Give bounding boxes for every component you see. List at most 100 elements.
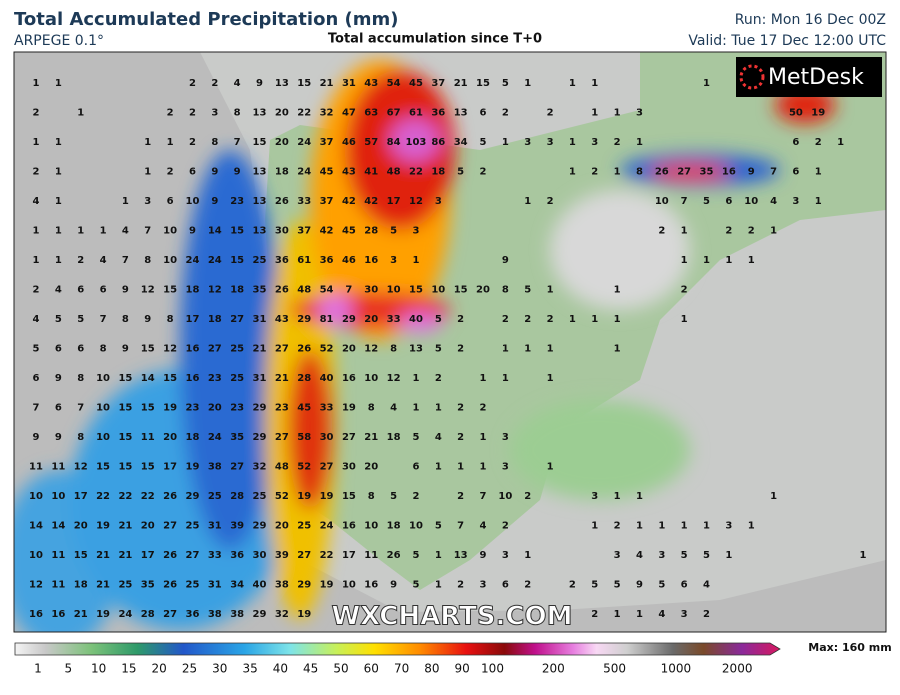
grid-value: 39 [275,550,289,561]
grid-value: 1 [748,521,755,532]
colorbar-label: 15 [121,662,136,676]
grid-value: 18 [230,285,244,296]
grid-value: 7 [234,137,241,148]
grid-value: 43 [275,314,289,325]
grid-value: 11 [29,462,43,473]
grid-value: 1 [681,521,688,532]
grid-value: 15 [409,285,423,296]
grid-value: 16 [51,609,65,620]
grid-value: 29 [185,491,199,502]
grid-value: 25 [297,521,311,532]
grid-value: 10 [29,550,43,561]
grid-value: 61 [409,108,423,119]
grid-value: 22 [320,550,334,561]
grid-value: 16 [722,167,736,178]
grid-value: 37 [431,78,445,89]
grid-value: 2 [748,226,755,237]
grid-value: 4 [636,550,643,561]
grid-value: 6 [100,285,107,296]
grid-value: 2 [435,373,442,384]
grid-value: 17 [387,196,401,207]
grid-value: 40 [320,373,334,384]
grid-value: 14 [141,373,155,384]
grid-value: 18 [185,432,199,443]
grid-value: 2 [189,137,196,148]
grid-value: 15 [253,137,267,148]
colorbar-label: 80 [424,662,439,676]
grid-value: 21 [454,78,468,89]
grid-value: 27 [230,314,244,325]
grid-value: 19 [163,403,177,414]
grid-value: 8 [144,255,151,266]
grid-value: 5 [457,167,464,178]
grid-value: 1 [815,167,822,178]
grid-value: 19 [96,609,110,620]
grid-value: 8 [502,285,509,296]
grid-value: 8 [211,137,218,148]
grid-value: 2 [480,167,487,178]
grid-value: 4 [55,285,62,296]
grid-value: 45 [342,226,356,237]
grid-value: 27 [342,432,356,443]
grid-value: 1 [144,167,151,178]
colorbar-label: 200 [542,662,565,676]
grid-value: 5 [77,314,84,325]
grid-value: 5 [703,196,710,207]
grid-value: 24 [118,609,132,620]
grid-value: 9 [636,580,643,591]
grid-value: 1 [658,521,665,532]
grid-value: 7 [770,167,777,178]
grid-value: 21 [96,580,110,591]
grid-value: 3 [211,108,218,119]
grid-value: 84 [387,137,401,148]
grid-value: 52 [320,344,334,355]
grid-value: 1 [770,226,777,237]
grid-value: 26 [163,550,177,561]
grid-value: 1 [55,226,62,237]
grid-value: 3 [502,550,509,561]
grid-value: 48 [275,462,289,473]
grid-value: 30 [275,226,289,237]
grid-value: 4 [658,609,665,620]
grid-value: 25 [230,344,244,355]
grid-value: 24 [208,255,222,266]
grid-value: 12 [409,196,423,207]
grid-value: 1 [636,609,643,620]
grid-value: 18 [431,167,445,178]
grid-value: 1 [524,550,531,561]
grid-value: 11 [51,580,65,591]
grid-value: 41 [364,167,378,178]
grid-value: 28 [141,609,155,620]
grid-value: 15 [118,403,132,414]
grid-value: 9 [144,314,151,325]
grid-value: 29 [253,521,267,532]
grid-value: 4 [435,432,442,443]
grid-value: 23 [230,196,244,207]
grid-value: 7 [457,521,464,532]
grid-value: 6 [412,462,419,473]
grid-value: 24 [297,167,311,178]
grid-value: 1 [614,609,621,620]
grid-value: 2 [502,314,509,325]
grid-value: 54 [320,285,334,296]
grid-value: 29 [297,580,311,591]
grid-value: 14 [51,521,65,532]
grid-value: 9 [256,78,263,89]
grid-value: 42 [342,196,356,207]
grid-values: 1 1 2 2 4 9 13 15 21 31 43 54 45 37 21 15 5 1 1 1 12 1 2 2 3 8 13 2… [29,78,866,620]
grid-value: 12 [74,462,88,473]
grid-value: 21 [118,550,132,561]
grid-value: 47 [342,108,356,119]
colorbar [14,642,781,656]
grid-value: 6 [792,137,799,148]
grid-value: 16 [185,344,199,355]
grid-value: 17 [342,550,356,561]
colorbar-label: 10 [91,662,106,676]
grid-value: 3 [681,609,688,620]
grid-value: 26 [655,167,669,178]
grid-value: 35 [230,432,244,443]
grid-value: 26 [275,285,289,296]
grid-value: 32 [320,108,334,119]
grid-value: 23 [208,373,222,384]
grid-value: 29 [253,403,267,414]
